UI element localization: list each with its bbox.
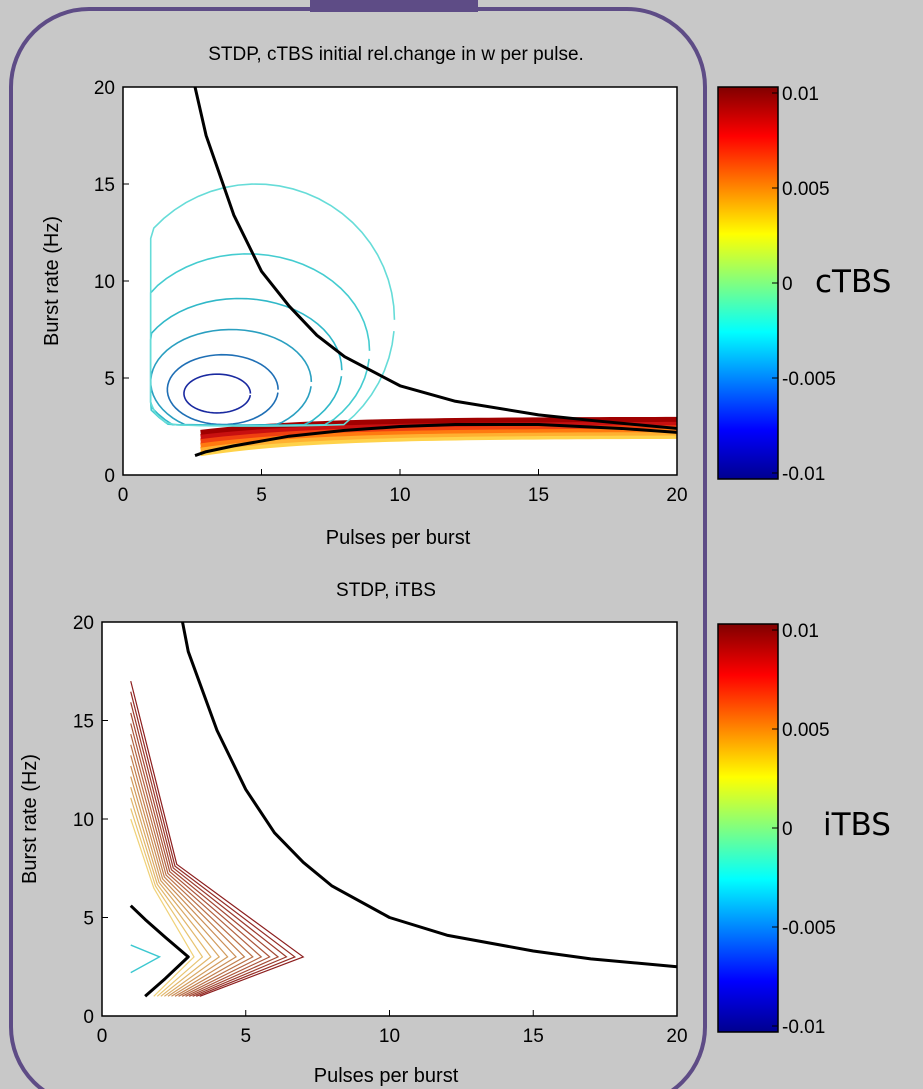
itbs-panel: STDP, iTBS 0 5 10 15 20 0 5 10 15 20 Pulses per b… <box>19 580 891 1087</box>
itbs-warm-contour <box>130 744 254 997</box>
itbs-warm-contour <box>130 787 221 997</box>
ctbs-zero-contour-line <box>193 86 678 430</box>
ctbs-zero-contour-line <box>194 423 678 458</box>
itbs-cb-tick-label: -0.005 <box>782 918 836 939</box>
ctbs-ylabel: Burst rate (Hz) <box>41 216 63 346</box>
ctbs-cool-contour <box>183 373 252 414</box>
itbs-warm-contour <box>130 702 288 997</box>
itbs-warm-contour <box>130 797 212 997</box>
ctbs-warm-contour <box>200 430 678 452</box>
itbs-warm-contour <box>130 765 237 997</box>
itbs-warm-contour <box>130 723 271 997</box>
itbs-warm-contour <box>130 808 204 997</box>
ctbs-contour-lines <box>149 183 396 427</box>
itbs-xtick-label: 0 <box>97 1026 108 1047</box>
itbs-zero-contour-line <box>181 621 678 969</box>
itbs-xtick-label: 20 <box>666 1026 687 1047</box>
itbs-cb-tick-label: -0.01 <box>782 1017 825 1038</box>
itbs-warm-contour <box>130 680 305 997</box>
ctbs-ytick-label: 15 <box>94 175 115 196</box>
ctbs-ytick-label: 5 <box>104 369 115 390</box>
ctbs-cb-tick-label: -0.01 <box>782 464 825 485</box>
itbs-warm-contour <box>130 755 246 997</box>
ctbs-xlabel: Pulses per burst <box>326 527 471 549</box>
ctbs-cb-tick-label: 0 <box>782 274 793 295</box>
itbs-warm-contour <box>130 712 280 997</box>
ctbs-xtick-label: 20 <box>666 485 687 506</box>
itbs-side-label: iTBS <box>823 807 891 843</box>
ctbs-side-label: cTBS <box>815 264 891 300</box>
ctbs-ytick-label: 10 <box>94 272 115 293</box>
itbs-warm-contour <box>130 776 229 997</box>
ctbs-panel: STDP, cTBS initial rel.change in w per p… <box>41 44 891 549</box>
itbs-warm-contour <box>130 691 297 997</box>
purple-frame <box>9 7 707 1089</box>
ctbs-xtick-label: 5 <box>256 485 267 506</box>
ctbs-ytick-label: 0 <box>104 466 115 487</box>
itbs-cb-tick-label: 0.005 <box>782 720 830 741</box>
ctbs-xtick-label: 10 <box>389 485 410 506</box>
ctbs-colorbar <box>717 86 779 480</box>
itbs-warm-contour <box>130 818 195 997</box>
itbs-title: STDP, iTBS <box>336 580 436 601</box>
ctbs-cb-tick-label: -0.005 <box>782 369 836 390</box>
itbs-ytick-label: 15 <box>73 712 94 733</box>
itbs-xtick-label: 10 <box>379 1026 400 1047</box>
itbs-xlabel: Pulses per burst <box>314 1065 459 1087</box>
ctbs-xtick-label: 0 <box>118 485 129 506</box>
itbs-colorbar <box>717 623 779 1033</box>
ctbs-cb-tick-label: 0.01 <box>782 84 819 105</box>
itbs-ticks: 0 5 10 15 20 0 5 10 15 20 <box>73 613 688 1047</box>
itbs-cb-tick-label: 0.01 <box>782 621 819 642</box>
itbs-warm-contour <box>130 733 263 997</box>
ctbs-plot-area <box>123 87 677 475</box>
ctbs-ytick-label: 20 <box>94 78 115 99</box>
ctbs-cool-contour <box>166 353 279 426</box>
ctbs-warm-contour <box>200 433 678 457</box>
itbs-xtick-label: 5 <box>240 1026 251 1047</box>
itbs-contour-lines <box>130 680 305 997</box>
ctbs-zero-contours <box>193 86 678 458</box>
ctbs-ticks: 0 5 10 15 20 0 5 10 15 20 <box>94 78 688 506</box>
ctbs-colorbar-ticks: 0.01 0.005 0 -0.005 -0.01 <box>772 84 836 485</box>
ctbs-xtick-label: 15 <box>528 485 549 506</box>
ctbs-cool-contour <box>149 183 396 427</box>
itbs-colorbar-ticks: 0.01 0.005 0 -0.005 -0.01 <box>772 621 836 1038</box>
itbs-ytick-label: 5 <box>83 909 94 930</box>
itbs-cb-tick-label: 0 <box>782 819 793 840</box>
itbs-zero-contour-line <box>129 904 190 998</box>
itbs-zero-contours <box>129 621 678 998</box>
itbs-xtick-label: 15 <box>523 1026 544 1047</box>
itbs-ytick-label: 20 <box>73 613 94 634</box>
itbs-cool-contour <box>130 944 162 974</box>
itbs-ytick-label: 0 <box>83 1007 94 1028</box>
ctbs-title: STDP, cTBS initial rel.change in w per p… <box>208 44 584 65</box>
itbs-ytick-label: 10 <box>73 810 94 831</box>
itbs-ylabel: Burst rate (Hz) <box>19 754 41 884</box>
ctbs-cb-tick-label: 0.005 <box>782 179 830 200</box>
